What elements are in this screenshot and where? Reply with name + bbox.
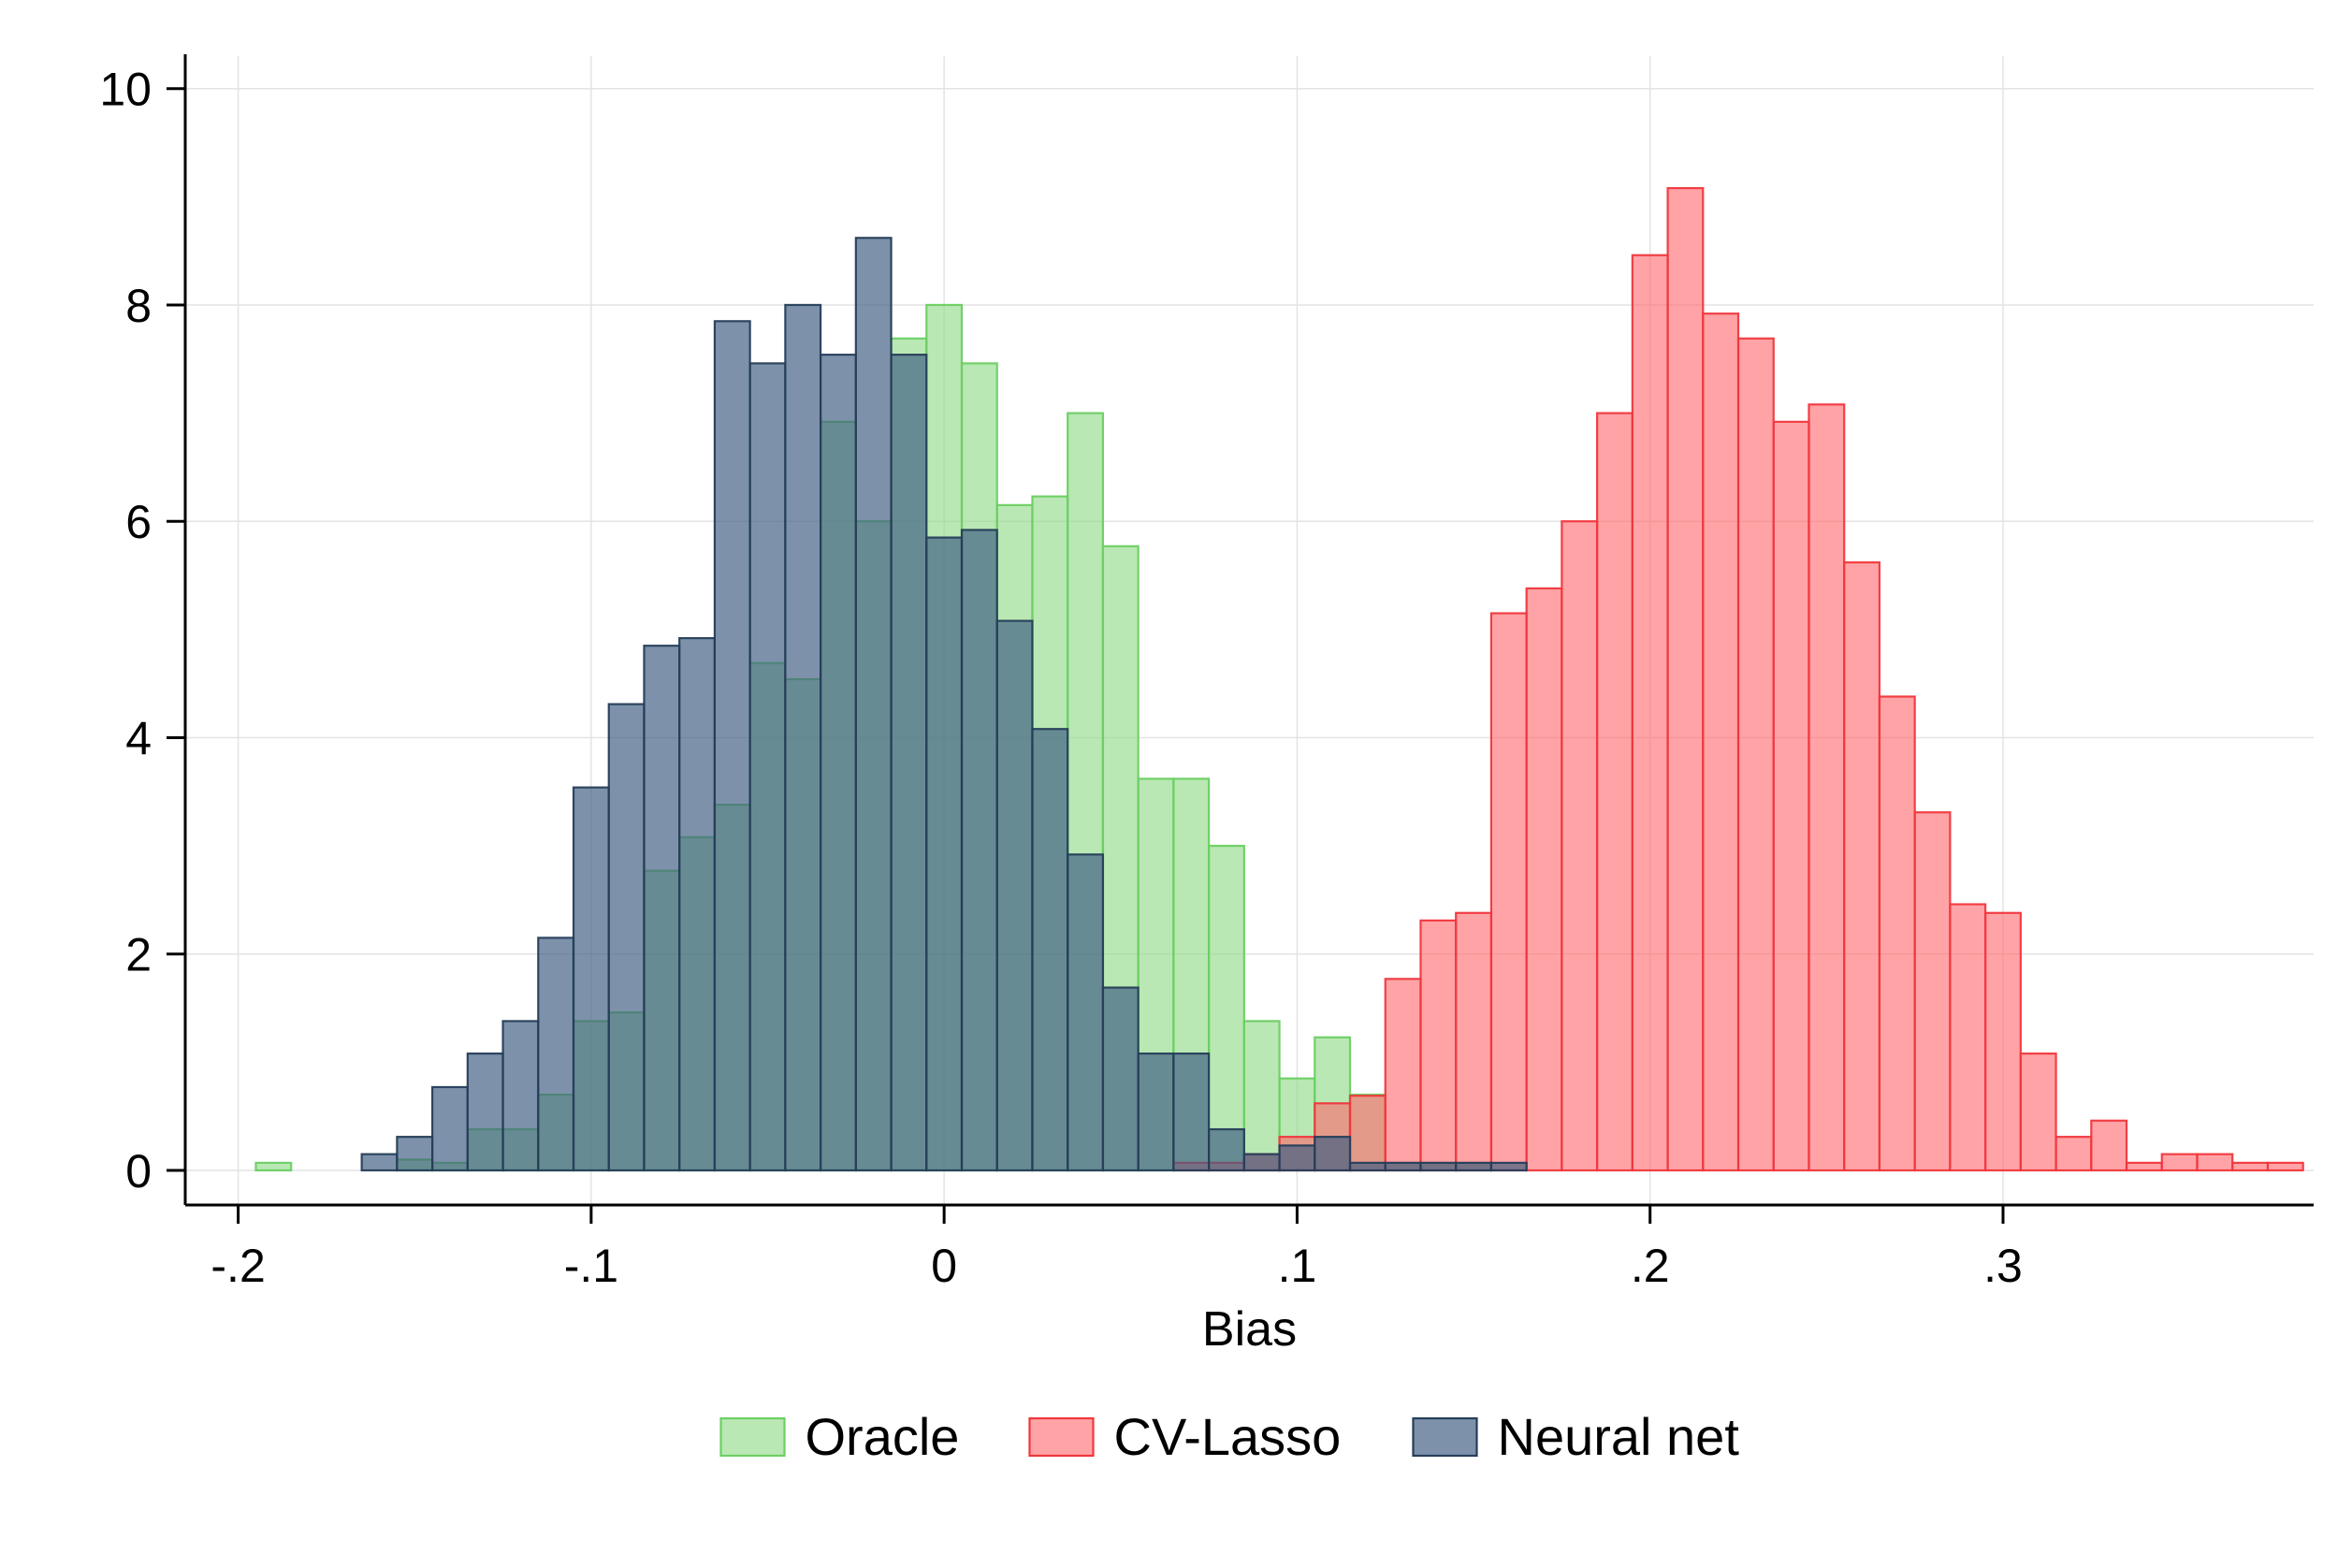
bar-cv-lasso <box>1843 561 1881 1172</box>
bar-cv-lasso <box>2266 1161 2304 1172</box>
bar-neural-net <box>360 1153 399 1172</box>
x-tick-label: -.1 <box>564 1240 618 1292</box>
legend-swatch-oracle <box>719 1416 786 1458</box>
bar-cv-lasso <box>1913 811 1952 1172</box>
y-tick-label: 6 <box>125 496 152 548</box>
y-tick-label: 8 <box>125 280 152 332</box>
bar-neural-net <box>960 529 998 1172</box>
bar-neural-net <box>1489 1161 1528 1172</box>
bar-neural-net <box>643 645 681 1172</box>
legend-swatch-cv-lasso <box>1028 1416 1095 1458</box>
bar-neural-net <box>396 1136 434 1172</box>
bar-cv-lasso <box>2231 1161 2270 1172</box>
bar-neural-net <box>430 1085 469 1172</box>
bar-cv-lasso <box>2160 1153 2199 1172</box>
y-tick-label: 0 <box>125 1145 152 1198</box>
bar-neural-net <box>1314 1136 1352 1172</box>
x-tick-label: 0 <box>931 1240 957 1292</box>
bar-cv-lasso <box>1525 587 1563 1172</box>
bar-neural-net <box>854 237 893 1172</box>
bar-neural-net <box>678 636 717 1172</box>
bar-neural-net <box>1067 853 1105 1172</box>
bar-neural-net <box>1101 986 1140 1172</box>
bar-cv-lasso <box>1384 978 1422 1172</box>
bar-neural-net <box>607 703 646 1172</box>
bar-cv-lasso <box>2019 1053 2057 1172</box>
legend-label-oracle: Oracle <box>806 1407 960 1466</box>
bar-cv-lasso <box>1808 403 1846 1172</box>
bar-cv-lasso <box>1702 312 1740 1172</box>
bar-oracle <box>254 1161 293 1172</box>
bar-cv-lasso <box>1455 911 1493 1172</box>
bar-cv-lasso <box>1631 254 1669 1172</box>
y-tick-label: 10 <box>99 64 152 116</box>
bar-neural-net <box>820 354 857 1172</box>
bar-neural-net <box>925 536 964 1172</box>
bar-cv-lasso <box>1736 337 1775 1172</box>
bar-neural-net <box>1419 1161 1458 1172</box>
bar-cv-lasso <box>1878 695 1916 1172</box>
bar-neural-net <box>748 362 787 1172</box>
bar-neural-net <box>501 1020 540 1172</box>
legend-swatch-neural-net <box>1412 1416 1478 1458</box>
legend-item-neural-net: Neural net <box>1412 1407 1740 1466</box>
bar-oracle <box>1242 1020 1281 1172</box>
bar-neural-net <box>1137 1053 1175 1172</box>
legend-item-oracle: Oracle <box>719 1407 960 1466</box>
bar-neural-net <box>572 786 610 1172</box>
bar-neural-net <box>713 320 751 1172</box>
bar-neural-net <box>890 354 928 1172</box>
bar-neural-net <box>995 619 1034 1172</box>
x-axis-title: Bias <box>1202 1302 1297 1357</box>
bar-cv-lasso <box>1561 520 1599 1172</box>
bar-neural-net <box>466 1053 504 1172</box>
y-tick-label: 4 <box>125 712 152 764</box>
bar-cv-lasso <box>2125 1161 2163 1172</box>
bar-neural-net <box>1031 728 1069 1172</box>
bar-cv-lasso <box>2054 1136 2093 1172</box>
bar-neural-net <box>1208 1127 1245 1172</box>
bar-cv-lasso <box>1348 1095 1387 1172</box>
bar-neural-net <box>1242 1153 1281 1172</box>
bar-cv-lasso <box>2196 1153 2234 1172</box>
legend-label-cv-lasso: CV-Lasso <box>1114 1407 1342 1466</box>
bar-cv-lasso <box>1772 420 1810 1172</box>
x-tick-label: -.2 <box>211 1240 265 1292</box>
x-tick-label: .1 <box>1278 1240 1317 1292</box>
bar-cv-lasso <box>1596 412 1633 1172</box>
bar-neural-net <box>1455 1161 1493 1172</box>
bar-cv-lasso <box>1984 911 2022 1172</box>
bar-cv-lasso <box>1949 903 1987 1172</box>
bar-neural-net <box>1172 1053 1211 1172</box>
bar-neural-net <box>1278 1144 1316 1172</box>
legend-label-neural-net: Neural net <box>1498 1407 1740 1466</box>
bar-neural-net <box>784 303 822 1172</box>
bar-cv-lasso <box>2090 1119 2128 1172</box>
bar-neural-net <box>537 936 575 1172</box>
bar-neural-net <box>1348 1161 1387 1172</box>
bar-cv-lasso <box>1666 186 1705 1172</box>
bar-oracle <box>1208 845 1245 1172</box>
x-tick-label: .3 <box>1983 1240 2023 1292</box>
legend: Oracle CV-Lasso Neural net <box>719 1407 1740 1466</box>
bar-cv-lasso <box>1489 612 1528 1172</box>
histogram-bars <box>254 186 2304 1172</box>
y-tick-label: 2 <box>125 929 152 981</box>
bar-cv-lasso <box>1419 919 1458 1172</box>
bar-neural-net <box>1384 1161 1422 1172</box>
axes: 0 2 4 6 8 10 -.2 -.1 0 .1 .2 .3 <box>99 54 2314 1292</box>
legend-item-cv-lasso: CV-Lasso <box>1028 1407 1342 1466</box>
x-tick-label: .2 <box>1631 1240 1670 1292</box>
